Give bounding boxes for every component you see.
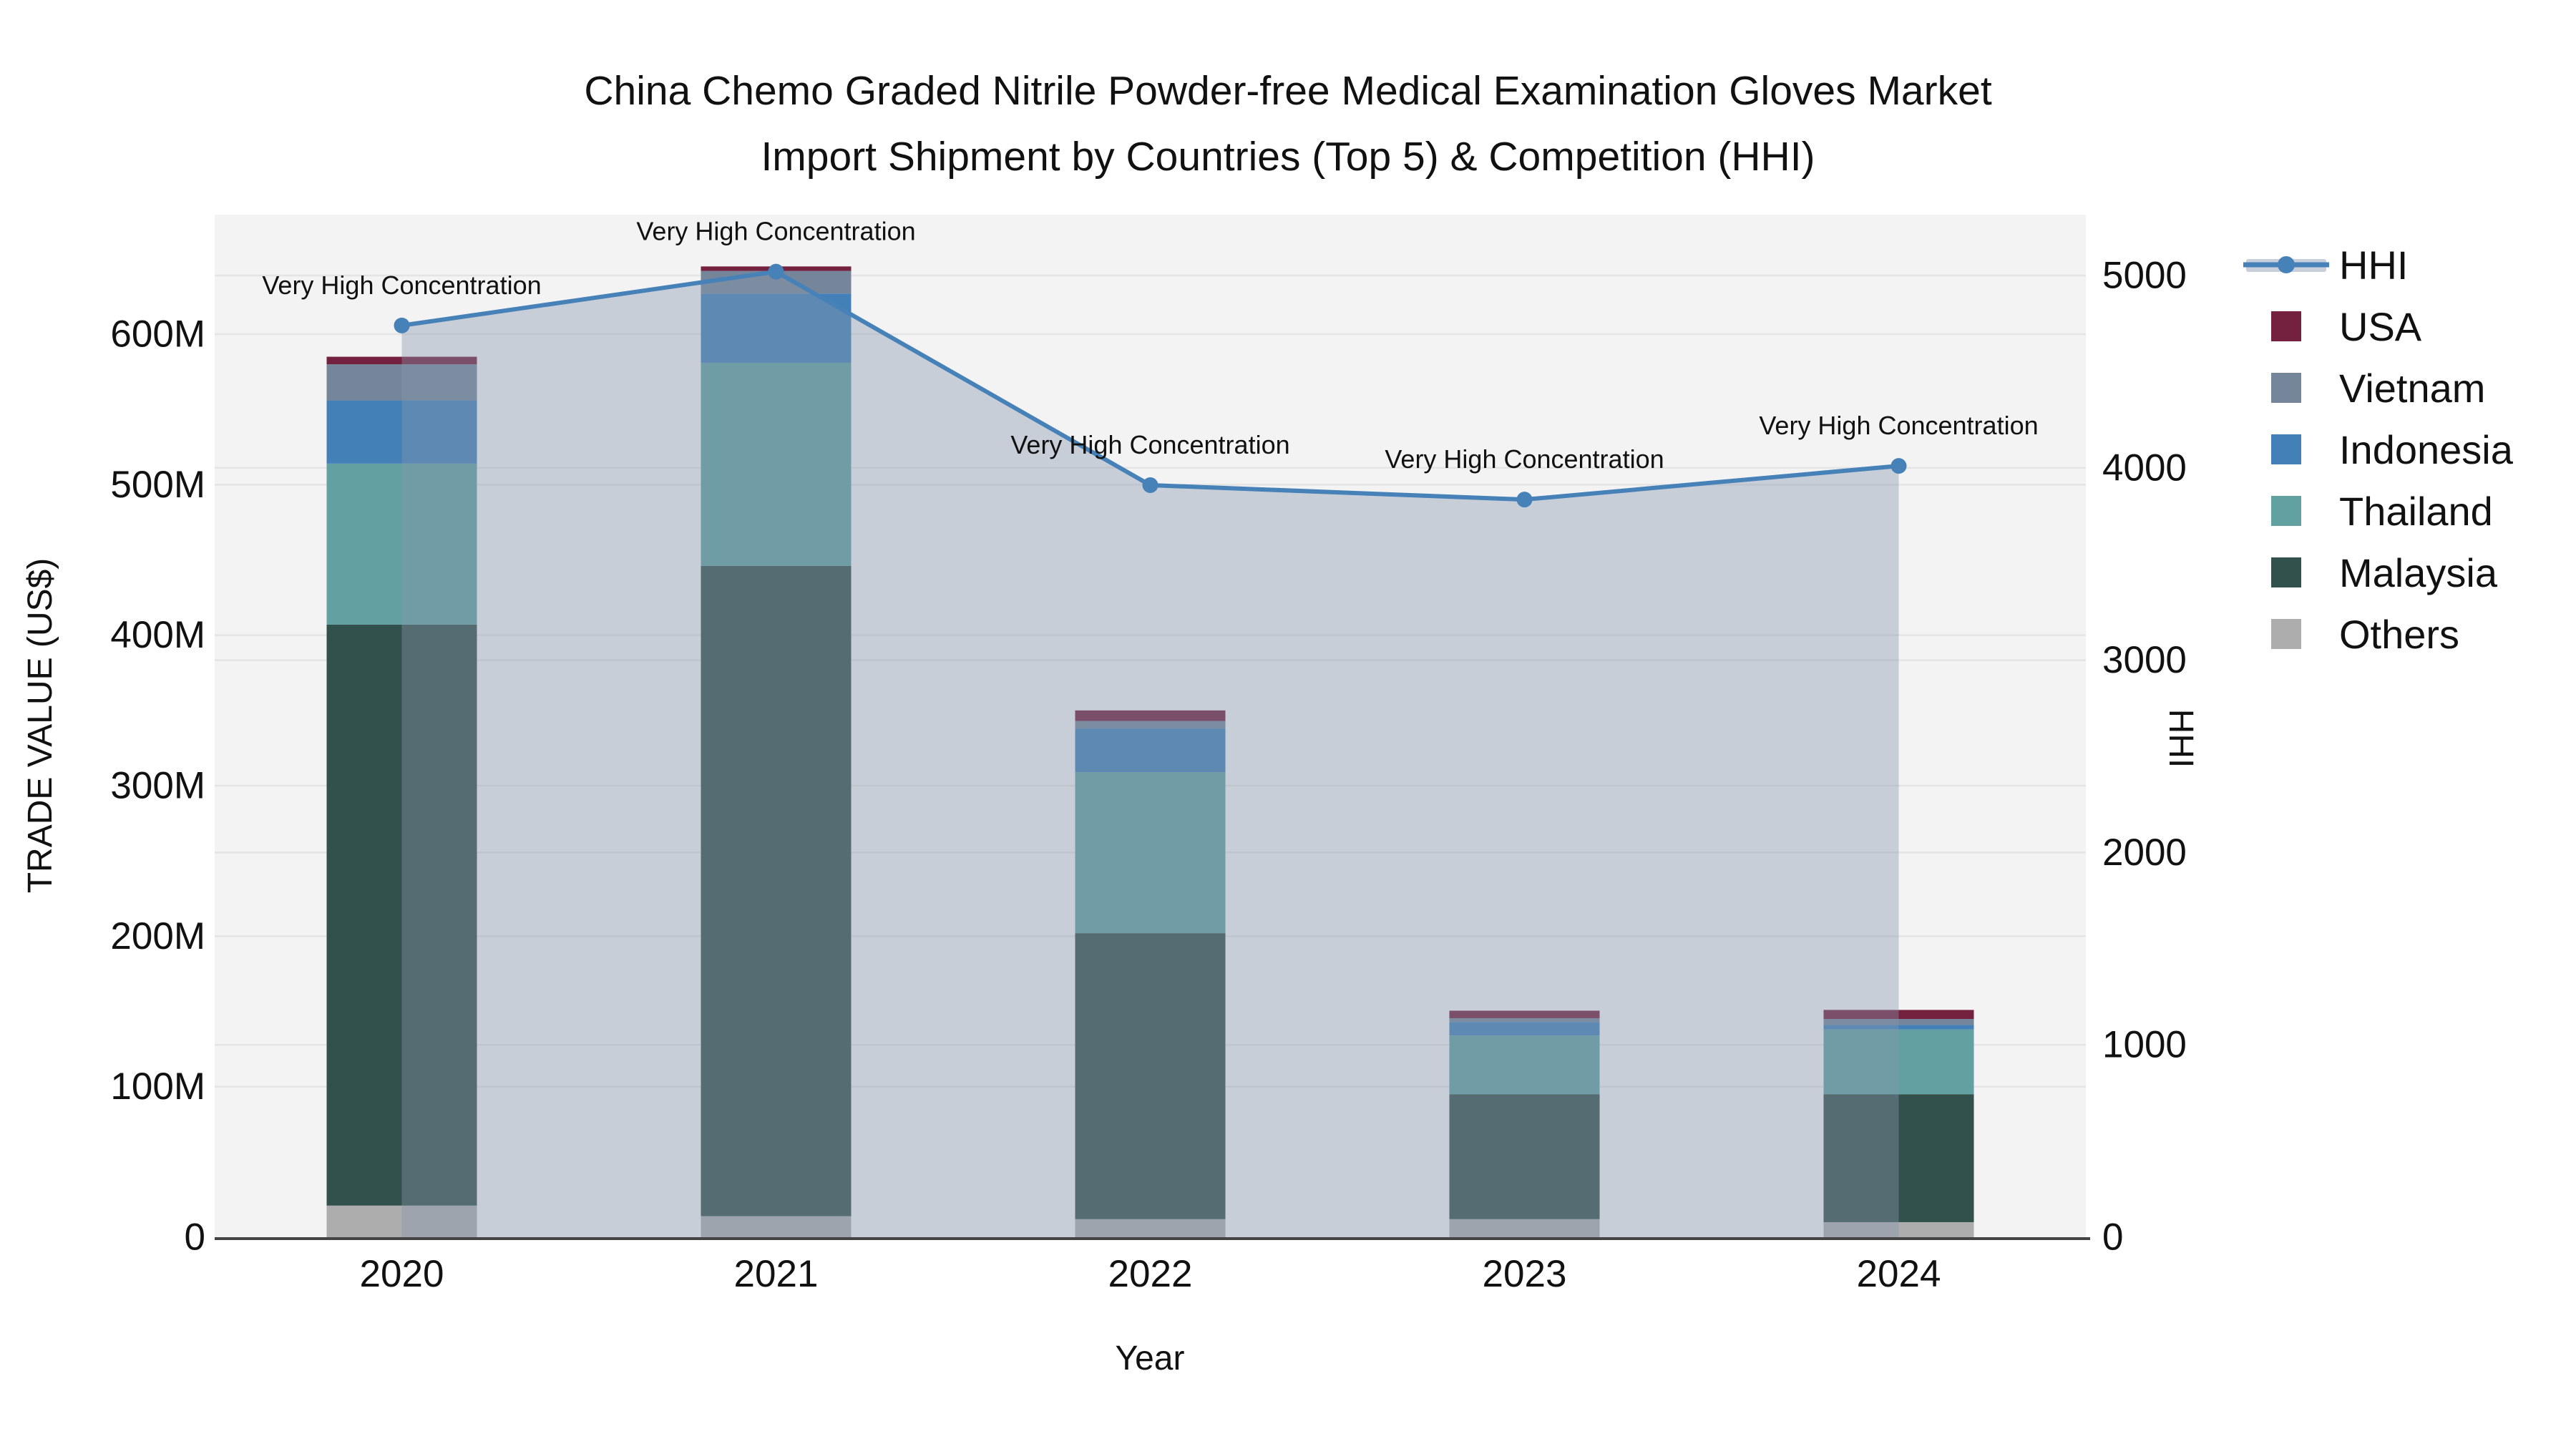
y-left-tick-100M: 100M [110, 1065, 205, 1108]
y-left-axis-title: TRADE VALUE (US$) [21, 558, 59, 894]
legend-label-usa: USA [2339, 303, 2422, 349]
bar-segment-malaysia-2021 [701, 565, 852, 1216]
x-tick-2021: 2021 [734, 1253, 819, 1295]
legend: HHI USA Vietnam Indonesia Thailand Malaysia Ot… [2243, 234, 2513, 665]
y-left-tick-500M: 500M [110, 464, 205, 506]
hhi-marker-2021 [768, 263, 784, 280]
hhi-marker-2023 [1516, 492, 1533, 508]
bar-segment-indonesia-2024 [1823, 1025, 1974, 1030]
chart-title-line1: China Chemo Graded Nitrile Powder-free M… [584, 68, 1991, 114]
swatch-malaysia [2271, 557, 2301, 587]
hhi-area-fill [401, 271, 1899, 1237]
annotation-2021: Very High Concentration [636, 217, 915, 246]
legend-label-malaysia: Malaysia [2339, 550, 2497, 595]
vietnam-color-swatch [2243, 373, 2329, 403]
annotation-2024: Very High Concentration [1759, 411, 2038, 440]
x-tick-2020: 2020 [360, 1253, 444, 1295]
swatch-usa [2271, 311, 2301, 341]
bar-segment-usa-2024 [1823, 1010, 1974, 1020]
bar-segment-indonesia-2022 [1075, 728, 1226, 773]
y-right-tick-5000: 5000 [2102, 255, 2187, 297]
hhi-line-legend-symbol [2243, 249, 2329, 280]
x-tick-2023: 2023 [1483, 1253, 1567, 1295]
annotation-2022: Very High Concentration [1010, 430, 1289, 459]
swatch-vietnam [2271, 373, 2301, 403]
legend-item-usa[interactable]: USA [2243, 296, 2513, 357]
bar-segment-usa-2022 [1075, 710, 1226, 721]
y-left-tick-600M: 600M [110, 313, 205, 356]
y-right-tick-4000: 4000 [2102, 447, 2187, 489]
x-axis-title: Year [1116, 1340, 1185, 1377]
bar-segment-thailand-2022 [1075, 772, 1226, 934]
legend-item-thailand[interactable]: Thailand [2243, 480, 2513, 542]
bar-segment-usa-2023 [1449, 1010, 1600, 1018]
chart-title-line2: Import Shipment by Countries (Top 5) & C… [761, 134, 1815, 180]
legend-label-vietnam: Vietnam [2339, 365, 2486, 411]
indonesia-color-swatch [2243, 434, 2329, 464]
usa-color-swatch [2243, 311, 2329, 341]
annotation-2020: Very High Concentration [262, 270, 541, 300]
bar-segment-vietnam-2022 [1075, 721, 1226, 729]
legend-label-indonesia: Indonesia [2339, 426, 2513, 472]
bar-segment-thailand-2024 [1823, 1029, 1974, 1095]
legend-item-malaysia[interactable]: Malaysia [2243, 542, 2513, 603]
bar-segment-malaysia-2022 [1075, 933, 1226, 1219]
y-left-tick-0: 0 [185, 1216, 205, 1259]
y-left-tick-300M: 300M [110, 765, 205, 807]
bar-segment-vietnam-2020 [326, 364, 477, 401]
bar-segment-malaysia-2023 [1449, 1094, 1600, 1219]
y-right-tick-3000: 3000 [2102, 639, 2187, 681]
thailand-color-swatch [2243, 496, 2329, 526]
others-color-swatch [2243, 619, 2329, 649]
bar-segment-others-2023 [1449, 1219, 1600, 1237]
y-left-tick-200M: 200M [110, 915, 205, 957]
bar-segment-thailand-2021 [701, 362, 852, 566]
legend-item-hhi[interactable]: HHI [2243, 234, 2513, 296]
y-right-tick-0: 0 [2102, 1216, 2123, 1259]
swatch-indonesia [2271, 434, 2301, 464]
bar-segment-vietnam-2023 [1449, 1018, 1600, 1023]
bar-segment-others-2022 [1075, 1219, 1226, 1237]
y-right-axis-title: HHI [2162, 709, 2200, 769]
legend-item-vietnam[interactable]: Vietnam [2243, 357, 2513, 419]
hhi-marker-2020 [394, 317, 410, 333]
bar-segment-thailand-2023 [1449, 1035, 1600, 1095]
x-tick-2022: 2022 [1108, 1253, 1193, 1295]
y-right-tick-1000: 1000 [2102, 1024, 2187, 1066]
hhi-marker-2022 [1142, 477, 1158, 493]
bar-segment-indonesia-2023 [1449, 1022, 1600, 1036]
bar-segment-others-2021 [701, 1216, 852, 1237]
x-tick-2024: 2024 [1857, 1253, 1941, 1295]
legend-label-thailand: Thailand [2339, 488, 2493, 534]
y-left-tick-400M: 400M [110, 614, 205, 656]
swatch-others [2271, 619, 2301, 649]
bar-segment-vietnam-2024 [1823, 1019, 1974, 1025]
bar-segment-others-2020 [326, 1205, 477, 1237]
annotation-2023: Very High Concentration [1385, 444, 1664, 474]
bar-segment-indonesia-2021 [701, 293, 852, 363]
legend-label-others: Others [2339, 611, 2460, 657]
bar-segment-others-2024 [1823, 1221, 1974, 1237]
malaysia-color-swatch [2243, 557, 2329, 587]
legend-label-hhi: HHI [2339, 242, 2409, 288]
bar-segment-thailand-2020 [326, 463, 477, 625]
bar-segment-usa-2020 [326, 356, 477, 365]
bar-segment-malaysia-2020 [326, 624, 477, 1206]
hhi-marker-2024 [1890, 458, 1907, 474]
legend-item-others[interactable]: Others [2243, 603, 2513, 665]
swatch-thailand [2271, 496, 2301, 526]
legend-item-indonesia[interactable]: Indonesia [2243, 419, 2513, 480]
bar-segment-malaysia-2024 [1823, 1094, 1974, 1222]
y-right-tick-2000: 2000 [2102, 831, 2187, 874]
bar-segment-indonesia-2020 [326, 400, 477, 464]
